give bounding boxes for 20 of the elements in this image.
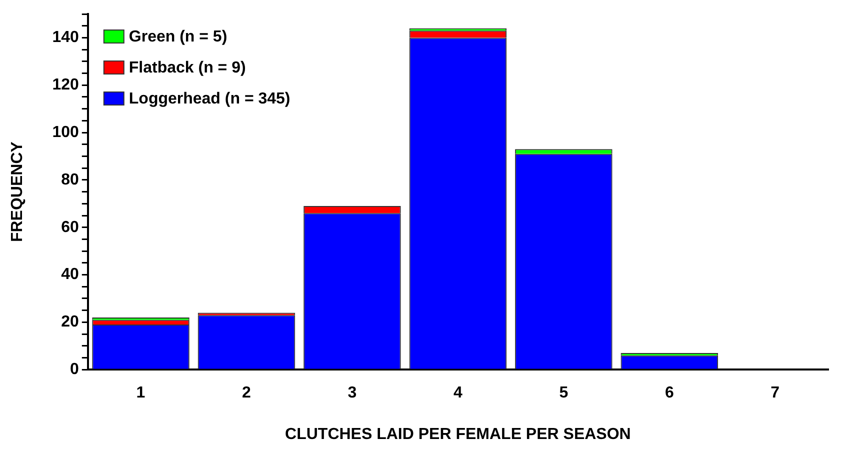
y-axis-title: FREQUENCY [9, 141, 26, 242]
x-tick-label: 2 [242, 384, 252, 402]
x-axis-title: CLUTCHES LAID PER FEMALE PER SEASON [285, 426, 631, 443]
y-tick-label: 80 [61, 171, 79, 188]
legend-label: Flatback (n = 9) [128, 59, 246, 76]
x-tick-label: 4 [453, 384, 462, 402]
x-tick-label: 7 [770, 384, 780, 402]
legend-label: Green (n = 5) [128, 28, 228, 46]
y-tick-label: 120 [52, 76, 79, 94]
y-tick-label: 20 [61, 314, 79, 331]
x-tick-label: 1 [136, 384, 146, 402]
y-tick-label: 100 [52, 124, 79, 141]
y-tick-label: 0 [70, 361, 79, 378]
x-tick-label: 3 [348, 384, 357, 402]
y-tick-label: 140 [52, 29, 79, 46]
y-tick-label: 40 [61, 266, 79, 284]
y-tick-label: 60 [61, 218, 79, 236]
x-tick-label: 5 [559, 384, 568, 402]
x-tick-label: 6 [664, 384, 674, 402]
legend-label: Loggerhead (n = 345) [128, 90, 290, 108]
